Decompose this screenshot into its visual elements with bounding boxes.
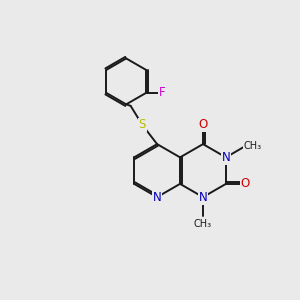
Text: O: O	[241, 177, 250, 190]
Text: S: S	[139, 118, 146, 131]
Text: CH₃: CH₃	[194, 220, 212, 230]
Text: N: N	[222, 151, 230, 164]
Text: N: N	[199, 190, 207, 204]
Text: N: N	[153, 190, 161, 204]
Text: F: F	[159, 86, 166, 99]
Text: CH₃: CH₃	[244, 141, 262, 151]
Text: O: O	[198, 118, 208, 131]
